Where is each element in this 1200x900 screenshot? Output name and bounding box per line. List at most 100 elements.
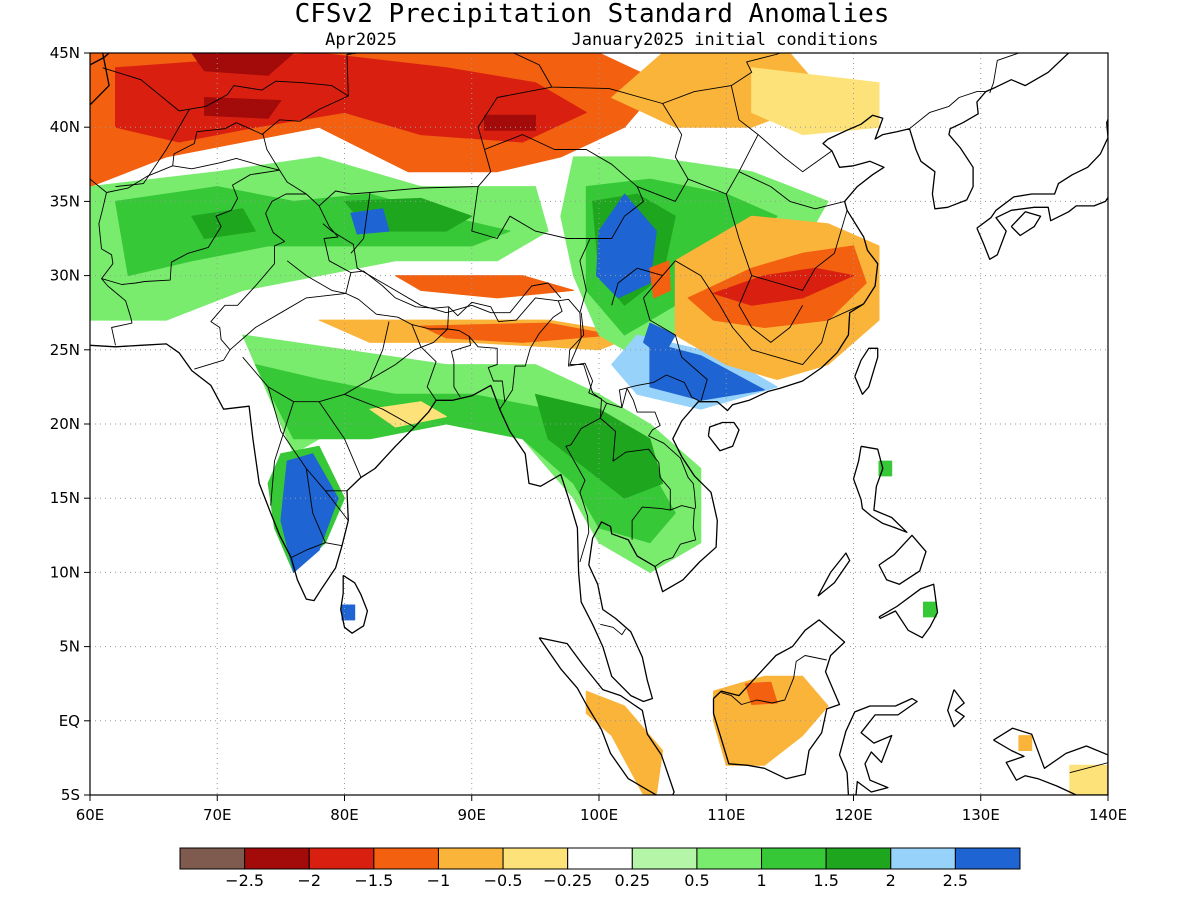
boundary-line: [115, 109, 190, 188]
colorbar-label: 0.25: [614, 871, 650, 890]
boundary-line: [477, 86, 552, 150]
boundary-line: [565, 312, 602, 563]
y-tick-label: 10N: [50, 563, 80, 581]
boundary-line: [687, 85, 759, 195]
coastline: [878, 534, 927, 585]
boundary-line: [738, 171, 845, 210]
boundary-line: [286, 260, 346, 294]
coastline: [854, 347, 879, 395]
boundary-line: [290, 542, 343, 559]
y-tick-label: 45N: [50, 44, 80, 62]
anomaly-region: [484, 114, 536, 131]
longitude-axis: 60E 70E 80E 90E 100E 110E 120E 130E 140E: [76, 795, 1127, 824]
anomaly-region: [341, 604, 356, 621]
colorbar-label: 2.5: [943, 871, 968, 890]
anomaly-region: [751, 67, 880, 136]
boundary-line: [643, 260, 864, 402]
map-panel: [89, 52, 1109, 796]
boundary-line: [989, 53, 1020, 94]
y-tick-label: 40N: [50, 118, 80, 136]
anomaly-region: [1018, 735, 1033, 751]
colorbar-label: 1: [756, 871, 766, 890]
colorbar-swatch: [890, 847, 956, 870]
anomaly-region: [191, 208, 256, 239]
colorbar-swatch: [179, 847, 246, 870]
boundary-line: [270, 401, 295, 506]
x-tick-label: 60E: [76, 806, 105, 824]
y-tick-label: 15N: [50, 489, 80, 507]
colorbar-label: 2: [886, 871, 896, 890]
x-tick-label: 100E: [580, 806, 618, 824]
boundary-line: [637, 103, 689, 202]
anomaly-region: [643, 322, 676, 358]
boundary-line: [738, 275, 803, 343]
coastline: [993, 727, 1108, 795]
coastline: [878, 583, 939, 639]
colorbar-swatch: [761, 847, 827, 870]
coastline: [1107, 101, 1108, 105]
y-tick-label: 35N: [50, 192, 80, 210]
anomaly-region: [369, 401, 447, 428]
anomaly-region: [649, 341, 765, 401]
boundary-line: [344, 393, 415, 428]
boundary-line: [1069, 762, 1108, 774]
y-tick-label: 5S: [61, 786, 80, 804]
anomaly-region: [585, 690, 664, 795]
coastline: [838, 697, 918, 795]
boundary-line: [504, 300, 563, 402]
colorbar-swatch: [631, 847, 698, 870]
figure-title: CFSv2 Precipitation Standard Anomalies: [295, 0, 890, 29]
colorbar-swatch: [825, 847, 892, 870]
boundary-line: [261, 95, 349, 135]
boundary-line: [909, 91, 986, 130]
x-tick-label: 140E: [1089, 806, 1127, 824]
colorbar-label: 0.5: [684, 871, 709, 890]
boundary-line: [621, 387, 697, 509]
anomaly-region: [350, 208, 390, 235]
colorbar-label: −2.5: [225, 871, 264, 890]
boundary-line: [721, 655, 827, 705]
colorbar-swatch: [308, 847, 375, 870]
coastline: [947, 689, 965, 728]
boundary-line: [98, 169, 280, 285]
boundary-line: [318, 401, 362, 478]
figure-subtitle-initial-conditions: January2025 initial conditions: [571, 30, 878, 50]
colorbar-swatch: [244, 847, 310, 870]
colorbar-swatch: [502, 847, 569, 870]
x-tick-label: 130E: [962, 806, 1000, 824]
boundary-line: [318, 134, 644, 313]
colorbar-label: −0.25: [543, 871, 592, 890]
colorbar-label: −2: [297, 871, 321, 890]
boundary-line: [350, 192, 371, 254]
coastline: [340, 574, 369, 634]
boundary-line: [599, 403, 697, 567]
y-tick-label: 30N: [50, 267, 80, 285]
anomaly-region: [923, 601, 937, 618]
country-borders: [90, 53, 1108, 774]
colorbar-label: 1.5: [813, 871, 838, 890]
coastline: [707, 421, 740, 452]
y-tick-label: 25N: [50, 341, 80, 359]
boundary-line: [447, 328, 471, 398]
coastline: [712, 619, 846, 780]
boundary-line: [468, 336, 506, 410]
coastline: [852, 445, 908, 533]
boundary-line: [600, 623, 627, 636]
anomaly-region: [394, 275, 574, 299]
colorbar-swatch: [954, 847, 1021, 870]
boundary-line: [90, 157, 701, 409]
graticule: [90, 53, 1108, 795]
anomaly-region: [534, 393, 664, 499]
x-tick-label: 120E: [834, 806, 872, 824]
y-tick-label: 5N: [59, 638, 80, 656]
boundary-line: [101, 278, 133, 346]
anomaly-region: [744, 681, 778, 705]
boundary-line: [631, 506, 671, 540]
coastline: [90, 53, 110, 106]
anomaly-region: [280, 453, 339, 573]
boundary-line: [322, 223, 562, 314]
boundary-line: [757, 134, 833, 173]
boundary-line: [172, 122, 280, 171]
boundary-line: [325, 490, 349, 521]
